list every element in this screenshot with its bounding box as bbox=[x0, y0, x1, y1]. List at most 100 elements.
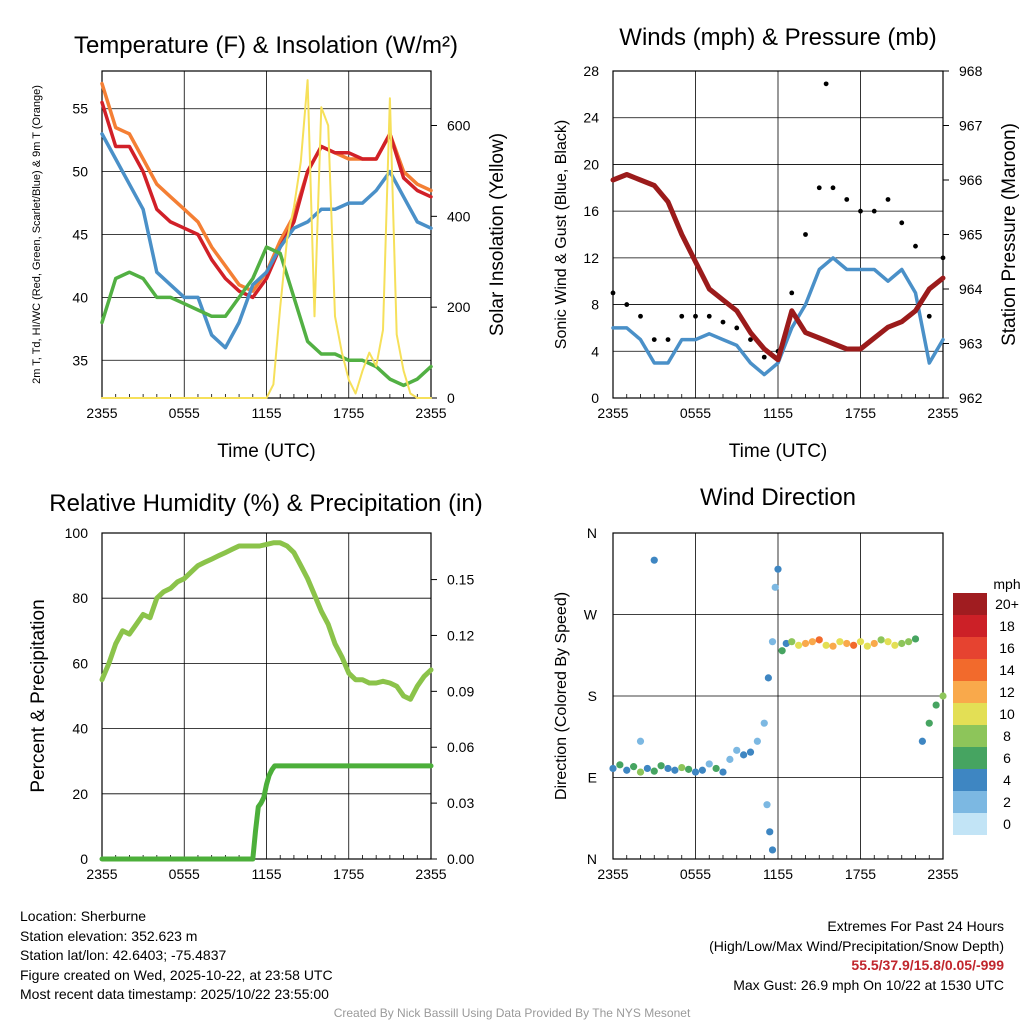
y2-tick-label: 0 bbox=[447, 390, 455, 406]
chart-title: Wind Direction bbox=[700, 484, 856, 511]
direction-point bbox=[843, 639, 851, 648]
direction-point bbox=[822, 641, 830, 649]
direction-point bbox=[898, 639, 906, 648]
direction-point bbox=[609, 764, 617, 773]
direction-point bbox=[705, 760, 713, 768]
y2-tick-label: 968 bbox=[959, 63, 983, 79]
gust-point bbox=[761, 354, 767, 360]
gust-point bbox=[665, 337, 671, 343]
direction-point bbox=[636, 737, 645, 745]
direction-point bbox=[891, 641, 899, 649]
gust-point bbox=[706, 313, 712, 319]
colorbar-swatch bbox=[953, 791, 987, 813]
gust-point bbox=[803, 232, 808, 237]
gust-point bbox=[610, 290, 616, 296]
direction-point bbox=[664, 764, 672, 773]
direction-point bbox=[650, 556, 658, 564]
direction-point bbox=[623, 766, 631, 774]
colorbar-label: 12 bbox=[999, 684, 1015, 700]
x-tick-label: 1155 bbox=[763, 866, 793, 882]
direction-point bbox=[753, 737, 761, 745]
sonic-wind-line bbox=[611, 256, 945, 377]
x-tick-label: 1755 bbox=[845, 866, 876, 882]
y2-tick-label: 965 bbox=[959, 227, 983, 243]
gust-point bbox=[816, 185, 822, 191]
y2-tick-label: 966 bbox=[959, 172, 983, 188]
direction-point bbox=[774, 565, 782, 573]
direction-point bbox=[870, 639, 878, 648]
gust-point bbox=[720, 319, 726, 325]
x-tick-label: 1755 bbox=[333, 405, 364, 421]
direction-point bbox=[760, 719, 768, 727]
direction-point bbox=[808, 638, 816, 646]
x-axis-label: Time (UTC) bbox=[217, 441, 316, 462]
x-tick-label: 1755 bbox=[333, 866, 364, 882]
colorbar-label: 16 bbox=[999, 640, 1015, 656]
y2-tick-label: 962 bbox=[959, 390, 983, 406]
y2-tick-label: 200 bbox=[447, 299, 471, 315]
direction-point bbox=[768, 846, 777, 854]
gust-point bbox=[823, 81, 829, 87]
colorbar-label: 4 bbox=[1003, 772, 1011, 788]
x-tick-label: 1155 bbox=[251, 866, 281, 882]
direction-point bbox=[657, 762, 665, 770]
colorbar-swatch bbox=[953, 813, 987, 835]
y-tick-label: 100 bbox=[65, 525, 89, 541]
chart-panel-3: 2355 0555 1155 1755 23550204060801000.000.03… bbox=[28, 490, 483, 882]
chart-title: Relative Humidity (%) & Precipitation (i… bbox=[49, 490, 482, 517]
direction-point bbox=[918, 737, 926, 745]
x-tick-label: 0555 bbox=[680, 866, 711, 882]
colorbar-swatch bbox=[953, 637, 987, 659]
x-tick-label: 0555 bbox=[169, 866, 200, 882]
colorbar-swatch bbox=[953, 703, 987, 725]
direction-point bbox=[795, 641, 803, 649]
chart-title: Winds (mph) & Pressure (mb) bbox=[619, 24, 936, 51]
direction-point bbox=[877, 636, 885, 644]
direction-point bbox=[863, 642, 871, 650]
colorbar-label: 14 bbox=[999, 662, 1015, 678]
y-tick-label: 0 bbox=[80, 851, 88, 867]
y-tick-label: 8 bbox=[591, 297, 599, 313]
direction-point bbox=[766, 828, 774, 836]
direction-point bbox=[643, 764, 651, 773]
y2-tick-label: 0.03 bbox=[447, 795, 474, 811]
heat-index-wind-chill-line bbox=[100, 132, 433, 350]
chart-panel-1: 2355 0555 1155 1755 2355 35 40 45 50 55 0 200 400 600… bbox=[31, 32, 508, 462]
y-tick-label: 4 bbox=[591, 343, 599, 359]
y-tick-label: N bbox=[587, 851, 597, 867]
direction-point bbox=[932, 701, 940, 709]
direction-point bbox=[856, 638, 865, 646]
direction-point bbox=[650, 767, 658, 775]
colorbar-swatch bbox=[953, 659, 987, 681]
direction-point bbox=[778, 647, 786, 655]
colorbar-label: 10 bbox=[999, 706, 1015, 722]
station-location: Location: Sherburne bbox=[20, 908, 147, 924]
x-tick-label: 1755 bbox=[845, 405, 876, 421]
y2-tick-label: 963 bbox=[959, 336, 983, 352]
gust-point bbox=[734, 325, 740, 331]
x-tick-label: 1155 bbox=[251, 405, 281, 421]
y-tick-label: W bbox=[584, 607, 598, 623]
y-axis-label: Sonic Wind & Gust (Blue, Black) bbox=[553, 120, 570, 349]
y-tick-label: 50 bbox=[72, 164, 88, 180]
direction-point bbox=[636, 768, 645, 776]
direction-point bbox=[771, 583, 779, 591]
direction-point bbox=[764, 674, 772, 682]
direction-point bbox=[678, 763, 686, 772]
y-tick-label: 0 bbox=[591, 390, 599, 406]
y-tick-label: 40 bbox=[72, 289, 88, 305]
y-tick-label: S bbox=[588, 688, 597, 704]
direction-point bbox=[740, 751, 748, 759]
y-tick-label: 60 bbox=[72, 655, 88, 671]
direction-point bbox=[905, 638, 913, 646]
x-tick-label: 2355 bbox=[86, 405, 117, 421]
chart-title: Temperature (F) & Insolation (W/m²) bbox=[74, 32, 458, 59]
colorbar-label: 2 bbox=[1003, 794, 1011, 810]
direction-point bbox=[712, 764, 720, 773]
colorbar-label: 8 bbox=[1003, 728, 1011, 744]
direction-point bbox=[698, 766, 706, 774]
colorbar-label: 18 bbox=[999, 618, 1015, 634]
y2-tick-label: 400 bbox=[447, 208, 471, 224]
